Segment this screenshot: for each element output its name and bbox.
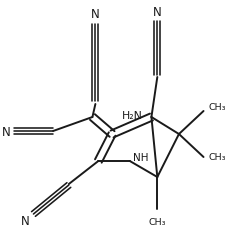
Text: H₂N: H₂N xyxy=(122,110,143,121)
Text: N: N xyxy=(91,7,100,20)
Text: N: N xyxy=(21,215,30,228)
Text: CH₃: CH₃ xyxy=(149,217,166,226)
Text: CH₃: CH₃ xyxy=(208,103,226,112)
Text: NH: NH xyxy=(133,152,148,162)
Text: N: N xyxy=(153,6,162,18)
Text: N: N xyxy=(2,125,10,138)
Text: CH₃: CH₃ xyxy=(208,153,226,162)
